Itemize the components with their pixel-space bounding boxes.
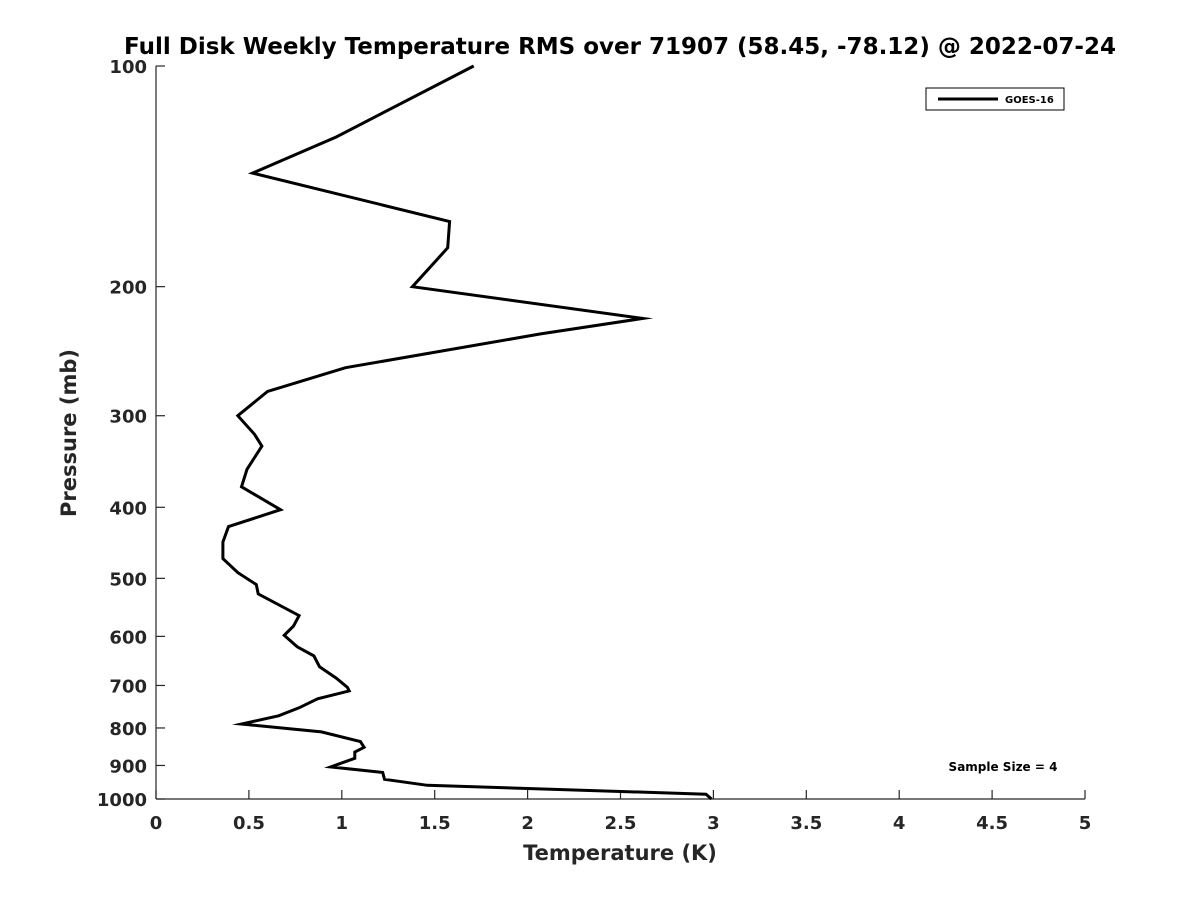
y-tick-label-6: 700 (109, 676, 147, 697)
x-tick-label-7: 3.5 (790, 813, 822, 834)
x-tick-label-3: 1.5 (419, 813, 451, 834)
y-tick-label-1: 200 (109, 278, 147, 299)
legend-label-goes-16: GOES-16 (1005, 95, 1054, 106)
x-tick-label-9: 4.5 (976, 813, 1008, 834)
y-tick-label-2: 300 (109, 407, 147, 428)
x-tick-label-6: 3 (707, 813, 720, 834)
x-tick-label-1: 0.5 (233, 813, 265, 834)
x-tick-label-4: 2 (521, 813, 534, 834)
y-tick-label-7: 800 (109, 719, 147, 740)
y-tick-label-4: 500 (109, 569, 147, 590)
chart-title: Full Disk Weekly Temperature RMS over 71… (124, 34, 1116, 60)
y-tick-label-3: 400 (109, 498, 147, 519)
series-line-goes-16 (221, 64, 713, 801)
y-tick-label-0: 100 (109, 57, 147, 78)
x-tick-label-2: 1 (336, 813, 349, 834)
y-tick-label-8: 900 (109, 756, 147, 777)
x-tick-label-0: 0 (150, 813, 163, 834)
x-tick-label-10: 5 (1079, 813, 1092, 834)
y-tick-label-9: 1000 (97, 790, 147, 811)
x-axis-title: Temperature (K) (523, 841, 717, 865)
sample-size-annotation: Sample Size = 4 (949, 760, 1058, 774)
x-tick-label-8: 4 (893, 813, 906, 834)
y-tick-label-5: 600 (109, 627, 147, 648)
plot-area: 0 0.5 1 1.5 2 2.5 3 3.5 4 4.5 5 100 200 300 400 500 600 7… (97, 57, 1091, 834)
y-axis-title: Pressure (mb) (57, 349, 81, 517)
legend: GOES-16 (925, 87, 1065, 111)
x-tick-label-5: 2.5 (605, 813, 637, 834)
